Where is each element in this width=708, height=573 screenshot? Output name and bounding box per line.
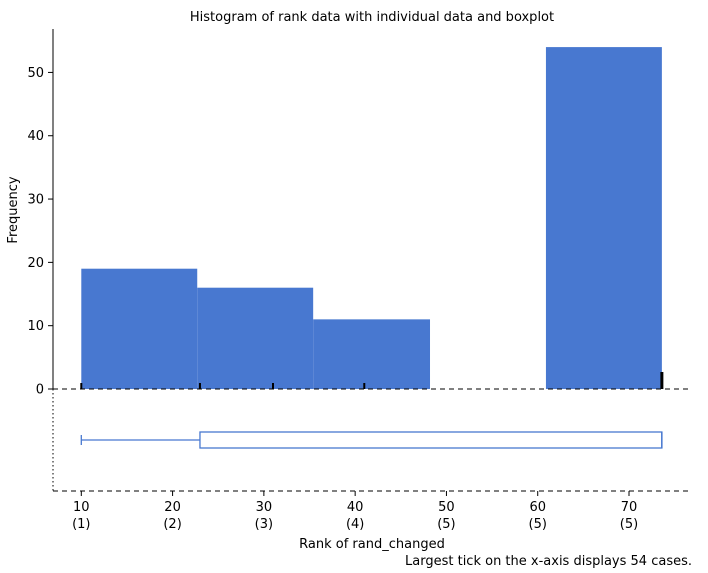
histogram-bar-2 (197, 287, 314, 389)
chart-title: Histogram of rank data with individual d… (190, 10, 554, 25)
x-axis-label: Rank of rand_changed (299, 537, 445, 552)
histogram-bar-3 (313, 319, 431, 389)
x-tick-label-50: 50 (438, 500, 455, 515)
rug-ticks (80, 372, 664, 389)
footnote: Largest tick on the x-axis displays 54 c… (405, 554, 692, 569)
histogram-bar-1 (81, 268, 198, 389)
x-tick-sublabel-70: (5) (620, 517, 638, 532)
y-tick-label-40: 40 (27, 129, 44, 144)
x-tick-sublabel-60: (5) (529, 517, 547, 532)
x-tick-label-10: 10 (73, 500, 90, 515)
y-tick-label-30: 30 (27, 193, 44, 208)
x-tick-label-70: 70 (621, 500, 638, 515)
x-tick-sublabel-10: (1) (72, 517, 90, 532)
x-tick-label-20: 20 (164, 500, 181, 515)
boxplot (80, 431, 663, 449)
x-tick-label-30: 30 (256, 500, 273, 515)
y-tick-label-0: 0 (36, 383, 44, 398)
boxplot-box (199, 431, 663, 449)
x-tick-sublabel-40: (4) (346, 517, 364, 532)
x-tick-sublabel-50: (5) (437, 517, 455, 532)
x-tick-label-60: 60 (529, 500, 546, 515)
x-axis-ticks: 10 (1) 20 (2) 30 (3) 40 (4) 50 (5) 60 (5) 70 (5) (72, 491, 638, 532)
y-tick-label-20: 20 (27, 256, 44, 271)
y-tick-label-50: 50 (27, 66, 44, 81)
y-axis-ticks: 0 10 20 30 40 50 (27, 66, 53, 398)
x-tick-label-40: 40 (347, 500, 364, 515)
histogram-bars (81, 47, 662, 389)
y-tick-label-10: 10 (27, 319, 44, 334)
x-tick-sublabel-20: (2) (163, 517, 181, 532)
axes (52, 29, 692, 492)
histogram-bar-5 (545, 47, 662, 389)
x-tick-sublabel-30: (3) (255, 517, 273, 532)
y-axis-label: Frequency (6, 176, 21, 243)
